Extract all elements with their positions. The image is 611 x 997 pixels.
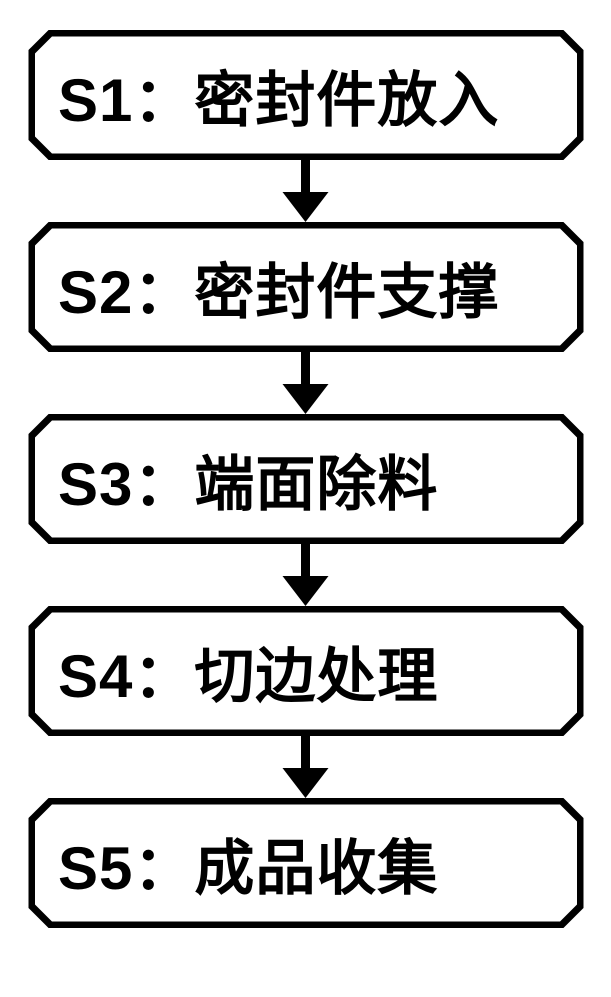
flow-node-s3: S3：端面除料: [28, 414, 583, 544]
node-label: S2：密封件支撑: [58, 244, 499, 331]
arrow-icon: [283, 544, 329, 606]
node-label: S4：切边处理: [58, 628, 438, 715]
flowchart-container: S1：密封件放入 S2：密封件支撑 S3：端面除料 S4：切边处理: [28, 30, 583, 928]
flow-node-s2: S2：密封件支撑: [28, 222, 583, 352]
node-label: S5：成品收集: [58, 820, 438, 907]
flow-node-s5: S5：成品收集: [28, 798, 583, 928]
node-label: S1：密封件放入: [58, 52, 499, 139]
arrow-head: [283, 576, 329, 606]
arrow-icon: [283, 352, 329, 414]
arrow-head: [283, 384, 329, 414]
arrow-head: [283, 192, 329, 222]
arrow-icon: [283, 160, 329, 222]
arrow-head: [283, 768, 329, 798]
node-label: S3：端面除料: [58, 436, 438, 523]
flow-node-s1: S1：密封件放入: [28, 30, 583, 160]
arrow-icon: [283, 736, 329, 798]
flow-node-s4: S4：切边处理: [28, 606, 583, 736]
